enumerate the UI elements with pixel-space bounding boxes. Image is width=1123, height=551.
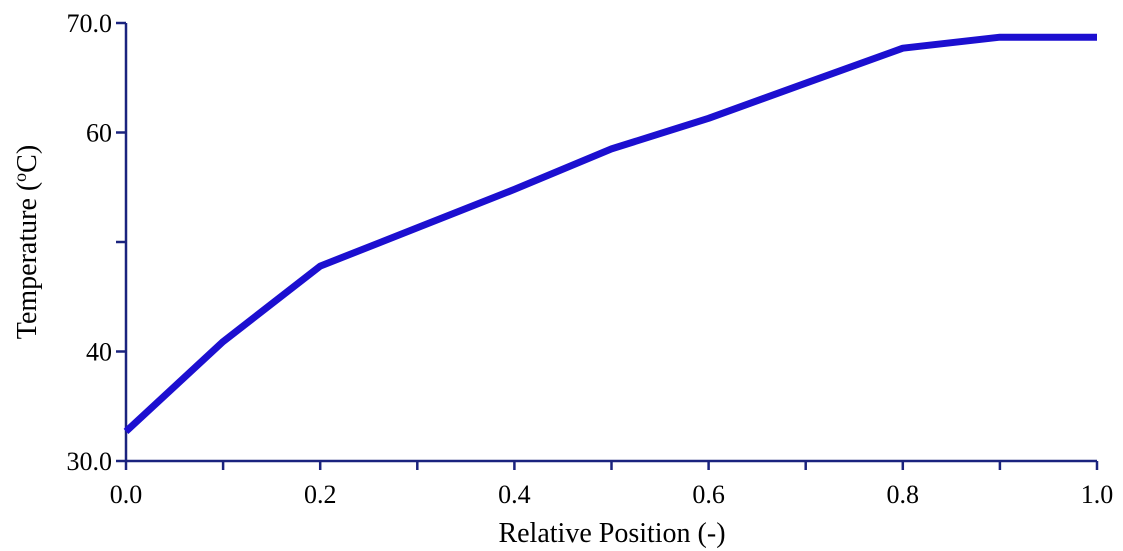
y-tick-label: 60 (86, 119, 112, 148)
y-tick-label: 40 (86, 338, 112, 367)
y-tick-label: 30.0 (67, 447, 113, 476)
x-tick-label: 0.4 (498, 480, 531, 509)
series-line-0 (123, 33, 1097, 434)
y-axis-title: Temperature (oC) (10, 145, 43, 339)
x-tick-label: 1.0 (1081, 480, 1114, 509)
y-tick-label: 70.0 (67, 9, 113, 38)
y-axis-title-end: C) (12, 145, 43, 173)
axes (116, 21, 1099, 470)
series-layer (123, 33, 1097, 434)
x-tick-label: 0.8 (887, 480, 920, 509)
x-tick-label: 0.2 (304, 480, 337, 509)
x-tick-label: 0.0 (110, 480, 143, 509)
y-axis-title-sup: o (10, 173, 30, 182)
x-axis-title: Relative Position (-) (498, 518, 725, 549)
y-axis-title-main: Temperature ( (12, 182, 43, 339)
x-tick-label: 0.6 (692, 480, 725, 509)
tick-labels: 0.0 0.2 0.4 0.6 0.8 1.0 30.0 40 60 70.0 (67, 9, 1114, 509)
